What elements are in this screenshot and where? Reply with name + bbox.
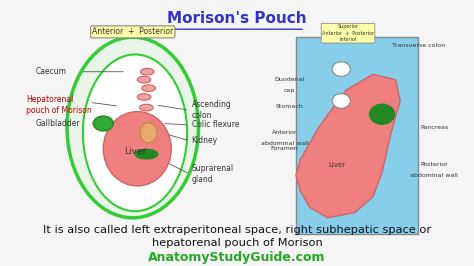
Polygon shape: [296, 74, 400, 218]
Text: Gallbladder: Gallbladder: [36, 119, 80, 128]
Text: Posterior: Posterior: [420, 162, 448, 167]
Text: Liver: Liver: [124, 147, 146, 156]
Ellipse shape: [140, 123, 157, 143]
Ellipse shape: [93, 116, 113, 131]
Text: Anterior  +  Posterior: Anterior + Posterior: [92, 27, 173, 36]
Text: Caecum: Caecum: [36, 67, 66, 76]
Ellipse shape: [83, 55, 187, 211]
Text: Transverse colon: Transverse colon: [392, 43, 445, 48]
Text: Superior
Anterior  +  Posterior
Inferior: Superior Anterior + Posterior Inferior: [322, 24, 374, 42]
Text: Kidney: Kidney: [191, 136, 218, 145]
Text: colon: colon: [191, 111, 212, 120]
Text: Duodenal: Duodenal: [274, 77, 304, 82]
Text: Foramen: Foramen: [271, 146, 299, 151]
Text: hepatorenal pouch of Morison: hepatorenal pouch of Morison: [152, 238, 322, 248]
Ellipse shape: [139, 104, 153, 111]
Text: Suprarenal: Suprarenal: [191, 164, 234, 173]
Ellipse shape: [135, 149, 158, 159]
Ellipse shape: [103, 111, 171, 186]
Text: gland: gland: [191, 175, 213, 184]
Text: AnatomyStudyGuide.com: AnatomyStudyGuide.com: [148, 251, 326, 264]
Ellipse shape: [142, 85, 155, 92]
Ellipse shape: [332, 94, 350, 108]
Text: cap: cap: [283, 88, 295, 93]
Text: It is also called left extraperitoneal space, right subhepatic space or: It is also called left extraperitoneal s…: [43, 225, 431, 235]
Ellipse shape: [137, 76, 151, 83]
Ellipse shape: [140, 68, 154, 75]
Ellipse shape: [370, 104, 394, 124]
Text: Hepatorenal: Hepatorenal: [26, 95, 73, 104]
Ellipse shape: [137, 94, 151, 100]
Text: Anterior: Anterior: [272, 130, 297, 135]
Text: Pancreas: Pancreas: [420, 125, 448, 130]
Text: Colic flexure: Colic flexure: [191, 120, 239, 129]
Ellipse shape: [332, 62, 350, 76]
Text: pouch of Morison: pouch of Morison: [26, 106, 92, 115]
Text: abdominal wall: abdominal wall: [410, 173, 458, 178]
Text: Liver: Liver: [328, 162, 345, 168]
Text: Stomach: Stomach: [275, 104, 303, 109]
Ellipse shape: [67, 37, 199, 218]
Text: Morison's Pouch: Morison's Pouch: [167, 11, 307, 26]
Text: Ascending: Ascending: [191, 101, 231, 109]
Text: abdominal wall: abdominal wall: [261, 141, 309, 146]
Bar: [296, 37, 418, 234]
